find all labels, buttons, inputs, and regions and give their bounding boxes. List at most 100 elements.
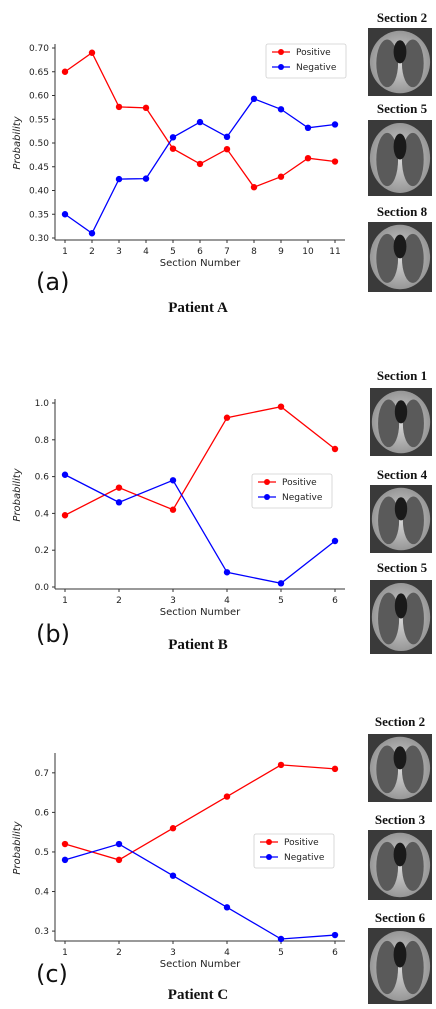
x-tick-label: 6 bbox=[332, 596, 338, 606]
data-point-positive bbox=[223, 793, 231, 800]
y-tick-label: 0.30 bbox=[29, 234, 49, 244]
data-point-negative bbox=[277, 580, 285, 587]
ct-scan-image bbox=[370, 580, 432, 654]
data-point-negative bbox=[169, 872, 177, 879]
x-tick-label: 2 bbox=[116, 948, 122, 958]
data-point-positive bbox=[196, 160, 204, 168]
data-point-negative bbox=[115, 499, 123, 506]
x-tick-label: 2 bbox=[89, 247, 95, 257]
y-tick-label: 0.7 bbox=[35, 769, 49, 779]
chart-patient-b: 0.0 0.2 0.4 0.6 0.8 1.0 1 2 3 4 5 6 Section Number Pr… bbox=[12, 399, 345, 618]
ct-scan-image bbox=[370, 388, 432, 456]
x-axis-title: Section Number bbox=[160, 258, 241, 269]
ct-mediastinum bbox=[393, 40, 407, 64]
ct-right-lung bbox=[402, 399, 424, 448]
chart-patient-a: 0.30 0.35 0.40 0.45 0.50 0.55 0.60 0.65 0.70 1 2 3 4… bbox=[12, 43, 347, 269]
ct-right-lung bbox=[401, 841, 424, 891]
data-point-negative bbox=[61, 471, 69, 478]
ct-mediastinum bbox=[394, 400, 408, 424]
section-label: Section 5 bbox=[376, 560, 428, 575]
data-point-positive bbox=[250, 183, 258, 191]
ct-right-lung bbox=[402, 592, 424, 645]
data-point-positive bbox=[169, 145, 177, 152]
section-label: Section 1 bbox=[376, 368, 428, 383]
ct-right-lung bbox=[402, 496, 424, 545]
data-point-positive bbox=[331, 445, 339, 453]
x-tick-label: 4 bbox=[224, 596, 230, 606]
patient-label: Patient A bbox=[168, 300, 228, 316]
series-line-negative bbox=[64, 843, 336, 940]
y-tick-label: 0.8 bbox=[35, 436, 50, 446]
panel-tag: (a) bbox=[36, 268, 70, 296]
ct-mediastinum bbox=[393, 746, 407, 770]
ct-scan-image bbox=[368, 222, 432, 292]
panel-tag: (c) bbox=[36, 960, 68, 988]
data-point-negative bbox=[331, 121, 339, 128]
chart-patient-c: 0.3 0.4 0.5 0.6 0.7 1 2 3 4 5 6 Section Number Proba… bbox=[12, 753, 345, 970]
ct-right-lung bbox=[401, 39, 424, 88]
panel-c: 0.3 0.4 0.5 0.6 0.7 1 2 3 4 5 6 Section Number Proba… bbox=[0, 670, 436, 1009]
data-point-positive bbox=[61, 840, 69, 848]
data-point-positive bbox=[169, 506, 177, 513]
section-label: Section 2 bbox=[376, 10, 428, 25]
data-point-negative bbox=[142, 175, 150, 182]
data-point-negative bbox=[223, 569, 231, 576]
x-tick-label: 3 bbox=[170, 948, 176, 958]
legend-swatch-marker bbox=[266, 839, 272, 845]
x-tick-label: 4 bbox=[224, 948, 230, 958]
y-tick-label: 0.40 bbox=[29, 187, 49, 197]
data-point-positive bbox=[304, 155, 312, 162]
x-tick-label: 7 bbox=[224, 247, 230, 257]
y-tick-label: 0.4 bbox=[35, 888, 50, 898]
x-tick-label: 8 bbox=[251, 247, 257, 257]
ct-scan-image bbox=[368, 120, 432, 196]
x-tick-label: 6 bbox=[197, 247, 203, 257]
x-tick-label: 2 bbox=[116, 596, 122, 606]
ct-scan-image bbox=[368, 734, 432, 802]
y-tick-label: 0.6 bbox=[35, 473, 50, 483]
y-tick-label: 0.70 bbox=[29, 44, 49, 54]
x-tick-label: 6 bbox=[332, 948, 338, 958]
x-axis-title: Section Number bbox=[160, 607, 241, 618]
ct-left-lung bbox=[376, 132, 399, 187]
y-tick-label: 0.4 bbox=[35, 509, 50, 519]
series-line-positive bbox=[64, 764, 336, 861]
data-point-negative bbox=[169, 134, 177, 141]
data-point-positive bbox=[169, 825, 177, 832]
y-tick-label: 0.65 bbox=[29, 68, 49, 78]
data-point-negative bbox=[61, 856, 69, 864]
legend-label: Negative bbox=[284, 853, 325, 863]
y-axis-title: Probability bbox=[12, 820, 23, 874]
y-tick-label: 0.3 bbox=[35, 927, 49, 937]
x-tick-label: 9 bbox=[278, 247, 284, 257]
series-line-negative bbox=[64, 474, 336, 585]
panel-b: 0.0 0.2 0.4 0.6 0.8 1.0 1 2 3 4 5 6 Section Number Pr… bbox=[0, 330, 436, 670]
data-point-negative bbox=[223, 904, 231, 911]
ct-left-lung bbox=[376, 745, 399, 794]
panel-tag: (b) bbox=[36, 620, 70, 648]
patient-label: Patient C bbox=[167, 987, 229, 1003]
legend-swatch-marker bbox=[266, 854, 272, 860]
x-tick-label: 1 bbox=[62, 948, 68, 958]
data-point-negative bbox=[250, 95, 258, 103]
ct-left-lung bbox=[376, 39, 399, 88]
ct-mediastinum bbox=[393, 133, 407, 160]
y-tick-label: 0.50 bbox=[29, 139, 49, 149]
section-label: Section 8 bbox=[376, 204, 428, 219]
ct-right-lung bbox=[401, 132, 424, 187]
x-tick-label: 3 bbox=[116, 247, 122, 257]
legend-swatch-marker bbox=[278, 64, 284, 70]
data-point-negative bbox=[88, 230, 96, 237]
ct-left-lung bbox=[378, 592, 400, 645]
y-axis-title: Probability bbox=[12, 467, 23, 521]
data-point-positive bbox=[331, 765, 339, 773]
legend-label: Positive bbox=[296, 48, 331, 58]
ct-left-lung bbox=[376, 233, 399, 283]
x-tick-label: 11 bbox=[329, 247, 340, 257]
x-tick-label: 5 bbox=[170, 247, 176, 257]
data-point-positive bbox=[61, 68, 69, 75]
ct-scan-image bbox=[368, 928, 432, 1004]
ct-mediastinum bbox=[393, 941, 407, 968]
y-tick-label: 0.60 bbox=[29, 92, 49, 102]
legend-label: Positive bbox=[284, 838, 319, 848]
